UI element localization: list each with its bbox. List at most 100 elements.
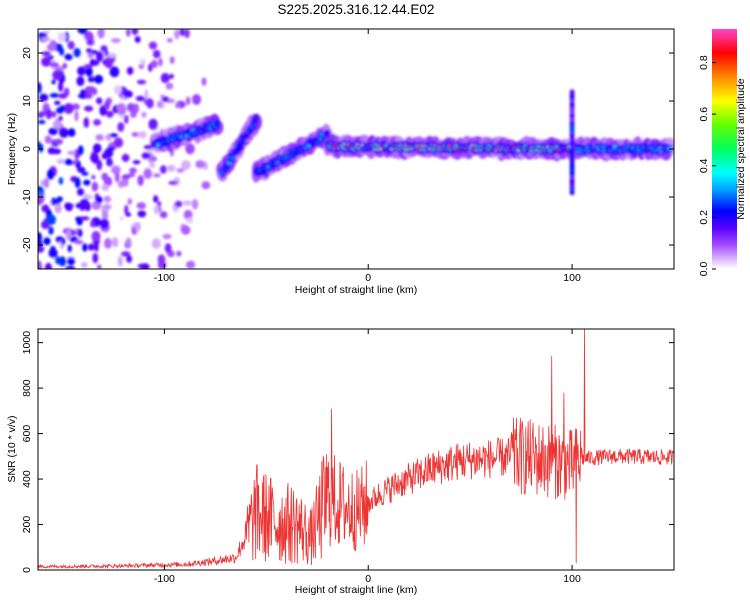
noise-blob (87, 243, 95, 251)
noise-blob (79, 199, 87, 211)
noise-blob (186, 260, 196, 269)
x-tick-label: 0 (365, 272, 371, 284)
noise-blob (49, 55, 54, 60)
noise-blob (158, 57, 163, 67)
noise-blob (117, 255, 123, 267)
noise-blob (116, 103, 126, 114)
noise-blob (54, 66, 65, 72)
colorbar-tick-label: 0.8 (698, 55, 710, 70)
noise-blob (84, 105, 94, 112)
noise-blob (123, 90, 133, 98)
noise-blob (48, 127, 58, 136)
noise-blob (102, 204, 112, 210)
noise-blob (126, 103, 136, 112)
track-core (252, 123, 257, 127)
noise-blob (64, 158, 73, 165)
x-tick-label: -100 (154, 272, 175, 284)
noise-blob (72, 160, 78, 165)
chart-title: S225.2025.316.12.44.E02 (278, 2, 435, 17)
noise-blob (77, 228, 83, 238)
noise-blob (201, 77, 207, 86)
noise-blob (43, 177, 50, 189)
noise-blob (44, 262, 52, 269)
noise-blob (74, 110, 79, 122)
noise-blob (41, 57, 51, 67)
spectrogram-ylabel: Frequency (Hz) (6, 113, 18, 185)
noise-blob (90, 153, 99, 163)
y-tick-label: 600 (21, 425, 33, 443)
noise-blob (58, 177, 64, 185)
noise-blob (132, 160, 141, 165)
noise-blob (156, 100, 164, 109)
noise-blob (76, 218, 83, 226)
noise-blob (95, 134, 104, 141)
noise-blob (46, 43, 57, 52)
noise-blob (51, 148, 62, 155)
noise-blob (131, 132, 140, 137)
noise-blob (109, 133, 118, 138)
noise-blob (61, 237, 66, 245)
noise-blob (101, 152, 109, 160)
noise-blob (99, 218, 109, 230)
y-tick-label: 20 (21, 47, 33, 59)
noise-blob (97, 29, 105, 39)
noise-blob (47, 169, 54, 180)
noise-blob (138, 64, 145, 70)
noise-blob (52, 120, 63, 130)
noise-blob (96, 97, 103, 105)
noise-blob (117, 122, 125, 132)
noise-blob (159, 211, 168, 219)
noise-blob (191, 198, 199, 210)
noise-blob (164, 243, 172, 253)
noise-blob (65, 266, 76, 269)
noise-blob (40, 36, 51, 42)
noise-blob (78, 145, 84, 156)
noise-blob (58, 81, 64, 92)
noise-blob (125, 237, 132, 248)
noise-blob (166, 38, 173, 43)
noise-blob (143, 145, 154, 150)
noise-blob (179, 29, 185, 37)
spectrogram-heatmap (38, 29, 674, 269)
noise-blob (84, 194, 93, 200)
noise-blob (186, 217, 194, 224)
noise-blob (82, 243, 88, 252)
noise-blob (126, 66, 134, 75)
noise-blob (41, 51, 51, 56)
noise-blob (38, 32, 48, 38)
y-tick-label: 200 (21, 516, 33, 534)
noise-blob (141, 152, 151, 160)
noise-blob (134, 221, 141, 232)
noise-blob (169, 56, 175, 64)
noise-blob (181, 160, 191, 171)
noise-blob (84, 31, 94, 41)
noise-blob (38, 260, 42, 269)
noise-blob (160, 165, 167, 174)
noise-blob (67, 244, 72, 253)
noise-blob (121, 153, 130, 162)
noise-blob (148, 118, 158, 130)
noise-blob (160, 72, 170, 84)
noise-blob (91, 230, 101, 242)
noise-blob (49, 93, 60, 98)
noise-blob (76, 76, 85, 87)
noise-blob (49, 62, 60, 67)
noise-blob (151, 238, 161, 250)
noise-blob (146, 98, 154, 109)
noise-blob (106, 52, 116, 58)
noise-blob (176, 168, 185, 173)
noise-blob (68, 128, 76, 137)
noise-blob (38, 232, 43, 243)
noise-blob (129, 167, 137, 174)
noise-blob (67, 257, 76, 266)
noise-blob (141, 111, 147, 118)
noise-blob (148, 41, 158, 50)
noise-blob (67, 40, 75, 50)
noise-blob (121, 174, 130, 181)
noise-blob (93, 119, 102, 126)
noise-blob (181, 225, 191, 235)
noise-blob (106, 110, 114, 118)
noise-blob (149, 162, 156, 168)
noise-blob (124, 114, 129, 124)
